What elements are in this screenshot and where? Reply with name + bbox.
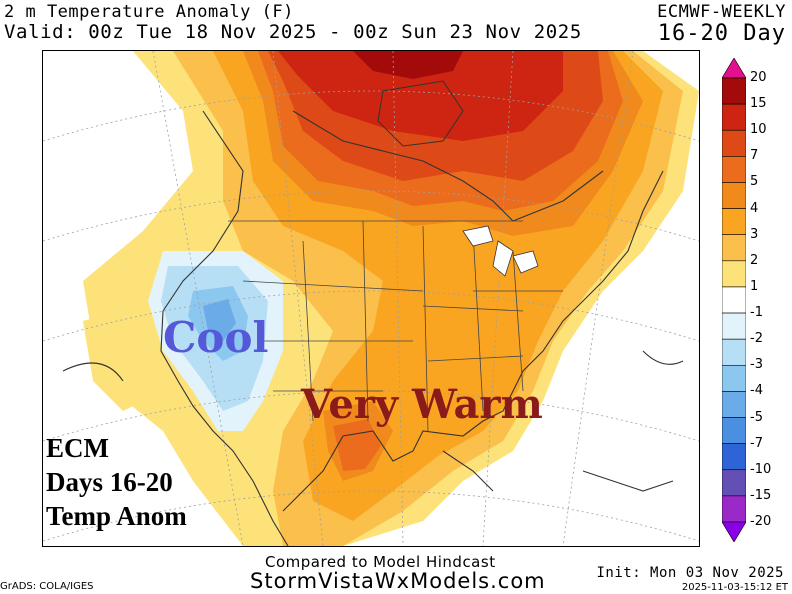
map-layers (43, 51, 699, 546)
great-lakes (462, 225, 539, 277)
ecm-caption-line1: ECM (46, 433, 109, 463)
hudson-bay (377, 80, 464, 147)
legend-swatch (722, 391, 746, 418)
ecm-caption: ECM Days 16-20 Temp Anom (46, 431, 187, 533)
anomaly-area-plus15 (353, 51, 463, 79)
legend-swatch (722, 443, 746, 471)
legend-swatch (722, 338, 746, 366)
model-name: ECMWF-WEEKLY (657, 2, 786, 22)
site-name: StormVistaWxModels.com (250, 569, 546, 593)
anomaly-map: Cool Very Warm ECM Days 16-20 Temp Anom (42, 50, 700, 547)
legend-swatch (722, 312, 746, 340)
state-borders (228, 220, 563, 432)
legend-swatch (722, 417, 746, 444)
legend-swatch (722, 208, 746, 236)
legend-label: 15 (750, 96, 767, 112)
legend-swatch (722, 495, 746, 523)
legend-label: -4 (750, 383, 763, 399)
hindcast-note: Compared to Model Hindcast (265, 553, 496, 571)
legend-label: -2 (750, 331, 763, 347)
legend-label: -3 (750, 357, 763, 373)
legend-swatch (722, 286, 746, 314)
valid-period: Valid: 00z Tue 18 Nov 2025 - 00z Sun 23 … (4, 21, 582, 43)
timestamp: 2025-11-03-15:12 ET (681, 582, 788, 593)
legend-swatch (722, 521, 746, 542)
legend-swatch (722, 77, 746, 105)
ecm-caption-line2: Days 16-20 (46, 467, 173, 497)
legend-label: 1 (750, 278, 759, 294)
legend-label: -10 (750, 461, 772, 477)
coastlines (62, 110, 684, 546)
chart-title: 2 m Temperature Anomaly (F) (4, 2, 294, 22)
legend-swatch (722, 260, 746, 288)
anomaly-area-plus1-pacific (113, 341, 138, 396)
legend-label: 10 (750, 122, 767, 138)
legend-label: 4 (750, 200, 759, 216)
legend-label: 2 (750, 252, 759, 268)
legend-label: -7 (750, 435, 763, 451)
anomaly-area-plus10 (278, 51, 563, 141)
cool-label: Cool (163, 313, 269, 362)
legend-label: -20 (750, 514, 772, 529)
color-legend (722, 58, 746, 542)
forecast-period: 16-20 Day (657, 21, 786, 46)
legend-swatch (722, 103, 746, 131)
grads-credit: GrADS: COLA/IGES (0, 581, 94, 592)
legend-label: 3 (750, 226, 759, 242)
legend-swatch (722, 364, 746, 392)
legend-label: -15 (750, 487, 772, 503)
legend-label: 20 (750, 70, 767, 85)
very-warm-label: Very Warm (301, 381, 543, 428)
legend-swatch (722, 129, 746, 157)
legend-swatch (722, 156, 746, 183)
ecm-caption-line3: Temp Anom (46, 501, 187, 531)
legend-label: -1 (750, 305, 763, 321)
init-time: Init: Mon 03 Nov 2025 (596, 565, 784, 581)
legend-label: -5 (750, 409, 763, 425)
anomaly-area-minus4 (203, 299, 236, 341)
legend-swatch (722, 234, 746, 262)
legend-swatch (722, 469, 746, 497)
legend-label: 7 (750, 148, 759, 164)
lat-lon-grid (43, 51, 699, 546)
legend-swatch (722, 58, 746, 79)
legend-label: 5 (750, 174, 759, 190)
legend-swatch (722, 182, 746, 209)
